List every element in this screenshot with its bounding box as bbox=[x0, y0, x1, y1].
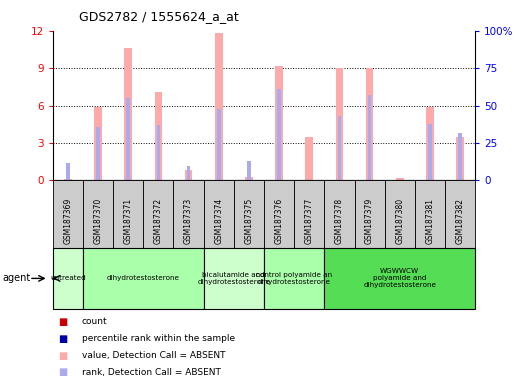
Bar bbox=[247, 161, 251, 180]
Bar bbox=[324, 248, 475, 309]
Bar bbox=[458, 132, 462, 180]
Text: GSM187371: GSM187371 bbox=[124, 197, 133, 244]
Bar bbox=[204, 248, 264, 309]
Text: rank, Detection Call = ABSENT: rank, Detection Call = ABSENT bbox=[82, 368, 221, 377]
Bar bbox=[354, 180, 385, 248]
Text: GSM187370: GSM187370 bbox=[93, 197, 102, 244]
Bar bbox=[415, 180, 445, 248]
Bar bbox=[185, 170, 192, 180]
Text: GSM187375: GSM187375 bbox=[244, 197, 253, 244]
Bar bbox=[155, 92, 162, 180]
Text: GSM187373: GSM187373 bbox=[184, 197, 193, 244]
Bar bbox=[234, 180, 264, 248]
Text: control polyamide an
dihydrotestosterone: control polyamide an dihydrotestosterone bbox=[256, 272, 332, 285]
Text: count: count bbox=[82, 317, 108, 326]
Text: untreated: untreated bbox=[50, 275, 86, 281]
Bar bbox=[445, 180, 475, 248]
Bar bbox=[64, 179, 72, 180]
Text: GSM187377: GSM187377 bbox=[305, 197, 314, 244]
Text: GSM187374: GSM187374 bbox=[214, 197, 223, 244]
Bar bbox=[83, 180, 113, 248]
Bar bbox=[125, 48, 132, 180]
Bar bbox=[53, 248, 83, 309]
Text: GDS2782 / 1555624_a_at: GDS2782 / 1555624_a_at bbox=[79, 10, 239, 23]
Bar bbox=[264, 180, 294, 248]
Text: ■: ■ bbox=[58, 367, 68, 377]
Bar bbox=[264, 248, 324, 309]
Text: dihydrotestosterone: dihydrotestosterone bbox=[107, 275, 180, 281]
Text: GSM187378: GSM187378 bbox=[335, 197, 344, 244]
Text: GSM187380: GSM187380 bbox=[395, 197, 404, 244]
Bar bbox=[294, 180, 324, 248]
Text: ■: ■ bbox=[58, 351, 68, 361]
Text: GSM187369: GSM187369 bbox=[63, 197, 72, 244]
Text: agent: agent bbox=[3, 273, 31, 283]
Text: GSM187376: GSM187376 bbox=[275, 197, 284, 244]
Bar bbox=[66, 162, 70, 180]
Bar bbox=[324, 180, 354, 248]
Bar bbox=[336, 68, 343, 180]
Bar bbox=[215, 33, 222, 180]
Text: ■: ■ bbox=[58, 317, 68, 327]
Bar bbox=[277, 89, 281, 180]
Bar bbox=[337, 116, 341, 180]
Bar bbox=[306, 137, 313, 180]
Bar bbox=[428, 124, 432, 180]
Text: GSM187382: GSM187382 bbox=[456, 198, 465, 244]
Text: GSM187372: GSM187372 bbox=[154, 197, 163, 244]
Text: GSM187381: GSM187381 bbox=[426, 198, 435, 244]
Bar bbox=[126, 98, 130, 180]
Text: GSM187379: GSM187379 bbox=[365, 197, 374, 244]
Text: percentile rank within the sample: percentile rank within the sample bbox=[82, 334, 235, 343]
Bar bbox=[426, 107, 433, 180]
Text: bicalutamide and
dihydrotestosterone: bicalutamide and dihydrotestosterone bbox=[197, 272, 270, 285]
Bar bbox=[366, 68, 373, 180]
Text: ■: ■ bbox=[58, 334, 68, 344]
Bar bbox=[95, 107, 102, 180]
Bar bbox=[96, 127, 100, 180]
Text: value, Detection Call = ABSENT: value, Detection Call = ABSENT bbox=[82, 351, 225, 360]
Bar bbox=[187, 166, 191, 180]
Bar bbox=[204, 180, 234, 248]
Bar bbox=[245, 177, 253, 180]
Bar bbox=[83, 248, 204, 309]
Bar bbox=[368, 95, 371, 180]
Bar bbox=[113, 180, 143, 248]
Text: WGWWCW
polyamide and
dihydrotestosterone: WGWWCW polyamide and dihydrotestosterone bbox=[363, 268, 436, 288]
Bar bbox=[385, 180, 415, 248]
Bar bbox=[143, 180, 174, 248]
Bar bbox=[217, 109, 221, 180]
Bar bbox=[174, 180, 204, 248]
Bar bbox=[157, 125, 160, 180]
Bar bbox=[456, 137, 464, 180]
Bar bbox=[275, 66, 283, 180]
Bar bbox=[53, 180, 83, 248]
Bar bbox=[396, 178, 403, 180]
